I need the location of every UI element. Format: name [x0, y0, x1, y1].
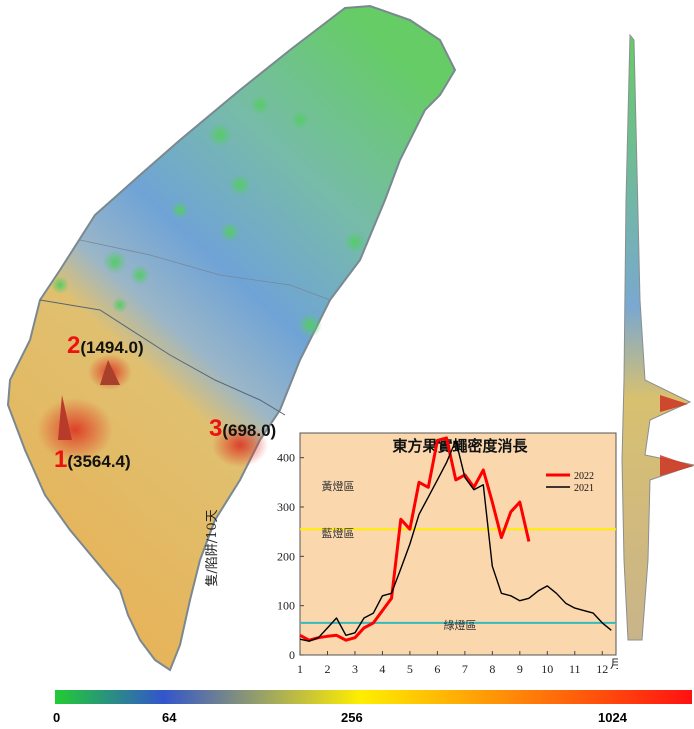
series-line-2022 [299, 436, 531, 642]
county-border [39, 299, 286, 416]
y-tick-label-400: 400 [277, 451, 295, 465]
legend-tick-1024: 1024 [598, 710, 627, 725]
hotspot-label-1: 1(3564.4) [54, 448, 131, 472]
chart-xlabel: 月 [610, 657, 618, 671]
x-tick-label-12: 12 [596, 662, 608, 676]
color-legend-bar [55, 690, 692, 704]
series-line-2021 [299, 439, 612, 642]
hotspot-1-spike [58, 395, 72, 440]
hotspot-label-3: 3(698.0) [209, 417, 276, 441]
hotspot-rank-1: 1 [54, 446, 68, 473]
low-density-spots [51, 95, 366, 337]
x-tick-label-4: 4 [379, 662, 385, 676]
hotspot-3-peak [212, 423, 268, 467]
chart-title: 東方果實蠅密度消長 [392, 437, 528, 455]
hotspot-rank-3: 3 [209, 415, 223, 442]
y-tick-label-200: 200 [277, 549, 295, 563]
x-tick-label-11: 11 [569, 662, 581, 676]
x-tick-label-7: 7 [462, 662, 468, 676]
zone-label-2: 綠燈區 [444, 618, 477, 632]
chart-plot-background [299, 432, 617, 656]
hotspot-value-1: (3564.4) [67, 452, 131, 471]
hotspot-value-3: (698.0) [222, 421, 277, 440]
x-tick-label-9: 9 [517, 662, 523, 676]
hotspot-label-2: 2(1494.0) [67, 334, 144, 358]
x-tick-label-10: 10 [541, 662, 553, 676]
x-tick-label-2: 2 [324, 662, 330, 676]
x-tick-label-5: 5 [407, 662, 413, 676]
hotspot-value-2: (1494.0) [80, 338, 144, 357]
legend-label-2021: 2021 [574, 483, 594, 494]
y-tick-label-100: 100 [277, 599, 295, 613]
legend-tick-256: 256 [341, 710, 363, 725]
county-border-2 [79, 239, 331, 301]
density-chart: 東方果實蠅密度消長 隻/陷阱/10天 黃燈區藍燈區綠燈區 0 100 200 300 4… [198, 430, 622, 680]
x-tick-label-1: 1 [297, 662, 303, 676]
x-tick-label-6: 6 [434, 662, 440, 676]
legend-label-2022: 2022 [574, 471, 594, 482]
hotspot-2-spike [100, 360, 120, 385]
x-tick-label-3: 3 [352, 662, 358, 676]
legend-tick-0: 0 [53, 710, 61, 725]
hotspot-1-peak [37, 398, 113, 462]
y-tick-label-0: 0 [289, 648, 295, 662]
zone-label-1: 藍燈區 [322, 526, 355, 540]
legend-tick-64: 64 [162, 710, 177, 725]
hotspot-rank-2: 2 [67, 332, 81, 359]
y-tick-label-300: 300 [277, 500, 295, 514]
x-tick-label-8: 8 [489, 662, 495, 676]
chart-ylabel: 隻/陷阱/10天 [205, 509, 220, 586]
side-profile [621, 33, 694, 641]
zone-label-0: 黃燈區 [322, 479, 355, 493]
